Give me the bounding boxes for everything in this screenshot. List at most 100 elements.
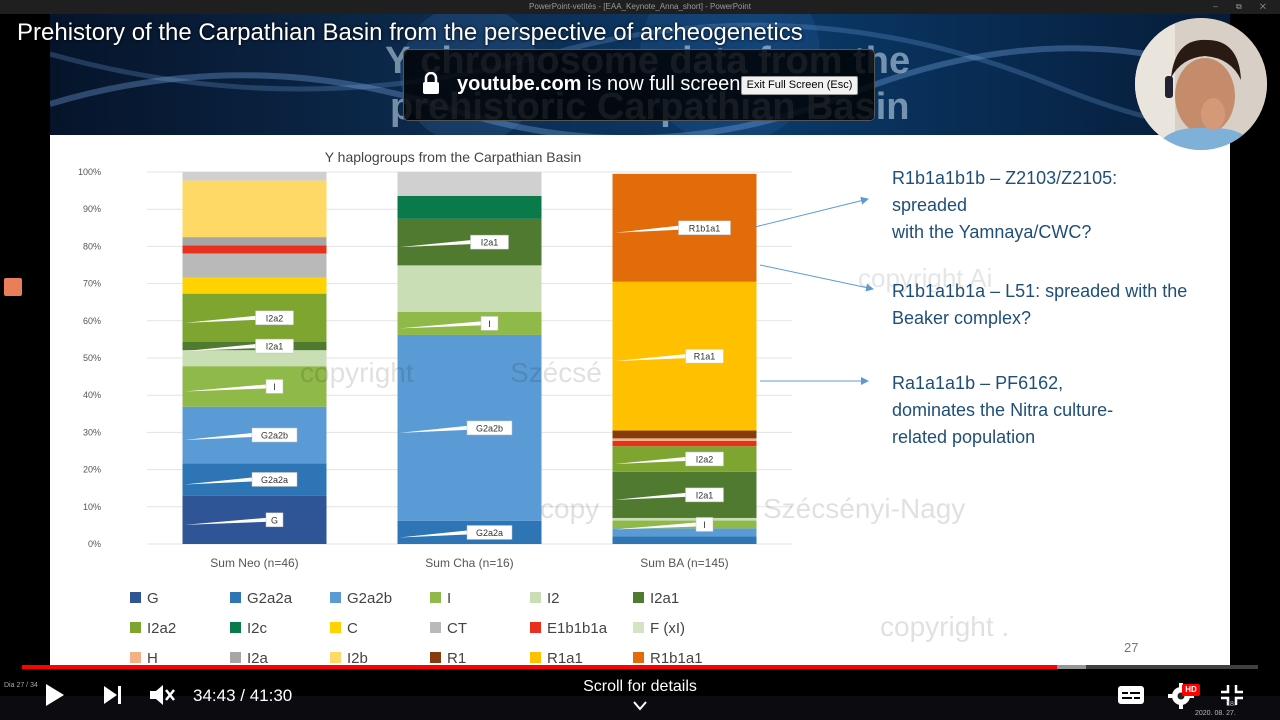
legend-label: I2a2 bbox=[147, 620, 176, 637]
mute-icon[interactable] bbox=[148, 682, 176, 708]
label-leader bbox=[399, 240, 471, 248]
note-z2103: R1b1a1b1b – Z2103/Z2105: spreaded with t… bbox=[892, 165, 1117, 246]
note-arrows bbox=[754, 196, 874, 385]
x-category-label: Sum BA (n=145) bbox=[640, 556, 728, 570]
data-label: I2a2 bbox=[266, 313, 284, 323]
presenter-webcam bbox=[1135, 18, 1267, 150]
y-tick-label: 0% bbox=[88, 539, 101, 549]
data-label-box bbox=[466, 525, 513, 540]
bar-segment bbox=[182, 245, 327, 254]
exit-fullscreen-icon[interactable] bbox=[1220, 684, 1244, 706]
y-tick-label: 40% bbox=[83, 390, 101, 400]
y-tick-label: 80% bbox=[83, 241, 101, 251]
legend-label: E1b1b1a bbox=[547, 620, 608, 637]
legend-swatch bbox=[633, 622, 644, 633]
data-label: G2a2b bbox=[476, 423, 503, 433]
play-icon[interactable] bbox=[44, 683, 66, 707]
legend-swatch bbox=[530, 592, 541, 603]
tray-date: 2020. 08. 27. bbox=[1195, 710, 1236, 717]
x-category-label: Sum Cha (n=16) bbox=[425, 556, 513, 570]
data-label-box bbox=[480, 316, 499, 331]
data-label-box bbox=[251, 427, 298, 443]
legend-label: F (xI) bbox=[650, 620, 685, 637]
watermark: copyright Ai bbox=[858, 263, 993, 293]
data-label-box bbox=[466, 420, 513, 436]
label-leader bbox=[614, 225, 679, 233]
label-leader bbox=[184, 517, 266, 525]
slide-body: Y haplogroups from the Carpathian Basin … bbox=[50, 135, 1230, 665]
data-label-box bbox=[265, 379, 284, 394]
arrow-note-2 bbox=[759, 264, 874, 292]
data-label: I bbox=[273, 382, 276, 392]
bar-segment bbox=[397, 195, 542, 219]
data-label: I bbox=[488, 319, 491, 329]
data-label: G2a2a bbox=[261, 475, 288, 485]
legend-label: CT bbox=[447, 620, 467, 637]
data-label: I2a1 bbox=[696, 490, 714, 500]
arrow-note-1 bbox=[754, 196, 869, 228]
legend-swatch bbox=[633, 592, 644, 603]
scroll-for-details[interactable]: Scroll for details bbox=[583, 678, 697, 695]
exit-fullscreen-button[interactable]: Exit Full Screen (Esc) bbox=[741, 76, 858, 95]
fullscreen-notice: youtube.com is now full screen Exit Full… bbox=[404, 50, 874, 120]
window-controls[interactable]: – ⧉ ✕ bbox=[1213, 2, 1274, 11]
label-leader bbox=[614, 492, 686, 500]
legend-label: I bbox=[447, 590, 451, 607]
fullscreen-message: youtube.com is now full screen bbox=[457, 73, 740, 96]
legend-label: R1 bbox=[447, 650, 466, 665]
legend-swatch bbox=[530, 622, 541, 633]
haplogroup-chart: Y haplogroups from the Carpathian Basin … bbox=[78, 149, 792, 665]
data-label: R1a1 bbox=[694, 352, 716, 362]
y-tick-label: 100% bbox=[78, 167, 101, 177]
y-tick-label: 50% bbox=[83, 353, 101, 363]
legend-swatch bbox=[430, 622, 441, 633]
data-label-box bbox=[265, 512, 284, 528]
watermark: Szécsényi-Nagy bbox=[763, 493, 966, 524]
data-label-box bbox=[255, 310, 294, 326]
y-tick-label: 20% bbox=[83, 465, 101, 475]
bar-segment bbox=[182, 237, 327, 246]
label-leader bbox=[399, 425, 467, 433]
window-title: PowerPoint-vetítés - [EAA_Keynote_Anna_s… bbox=[529, 2, 751, 11]
legend-swatch bbox=[633, 652, 644, 663]
legend-swatch bbox=[330, 652, 341, 663]
legend-label: G2a2b bbox=[347, 590, 392, 607]
note-l51: R1b1a1b1a – L51: spreaded with the Beake… bbox=[892, 278, 1187, 332]
watermark: copy bbox=[540, 493, 600, 524]
stop-recording-icon[interactable] bbox=[4, 278, 22, 296]
fullscreen-text: is now full screen bbox=[581, 73, 741, 95]
legend-label: I2a bbox=[247, 650, 269, 665]
bar-segment bbox=[612, 440, 757, 447]
legend-swatch bbox=[530, 652, 541, 663]
time-display: 34:43 / 41:30 bbox=[193, 686, 293, 705]
slide-number: 27 bbox=[1124, 640, 1139, 655]
data-label: R1b1a1 bbox=[689, 223, 721, 233]
system-tray-clock: 18: 2020. 08. 27. bbox=[1195, 700, 1236, 718]
note-pf6162: Ra1a1a1b – PF6162, dominates the Nitra c… bbox=[892, 370, 1113, 451]
chevron-down-icon[interactable] bbox=[632, 700, 648, 712]
bar-segment bbox=[182, 350, 327, 367]
label-leader bbox=[614, 522, 696, 530]
data-label: I2a1 bbox=[266, 342, 284, 352]
y-tick-label: 70% bbox=[83, 279, 101, 289]
note-line: with the Yamnaya/CWC? bbox=[892, 222, 1092, 242]
legend-label: I2a1 bbox=[650, 590, 679, 607]
bar-segment bbox=[612, 438, 757, 441]
bar-segment bbox=[182, 277, 327, 294]
bar-segment bbox=[397, 172, 542, 196]
slide-counter: Dia 27 / 34 bbox=[4, 682, 38, 689]
subtitles-icon[interactable] bbox=[1117, 684, 1145, 706]
data-label-box bbox=[695, 517, 714, 532]
data-label-box bbox=[678, 220, 731, 236]
note-line: spreaded bbox=[892, 195, 968, 215]
bar-segment bbox=[612, 528, 757, 537]
data-label: G2a2a bbox=[476, 528, 503, 538]
video-title: Prehistory of the Carpathian Basin from … bbox=[17, 19, 803, 46]
data-label-box bbox=[685, 487, 724, 503]
bar-segment bbox=[182, 172, 327, 181]
legend-swatch bbox=[430, 592, 441, 603]
y-tick-label: 30% bbox=[83, 427, 101, 437]
data-label: I bbox=[703, 520, 706, 530]
next-icon[interactable] bbox=[103, 685, 123, 705]
label-leader bbox=[614, 354, 686, 362]
